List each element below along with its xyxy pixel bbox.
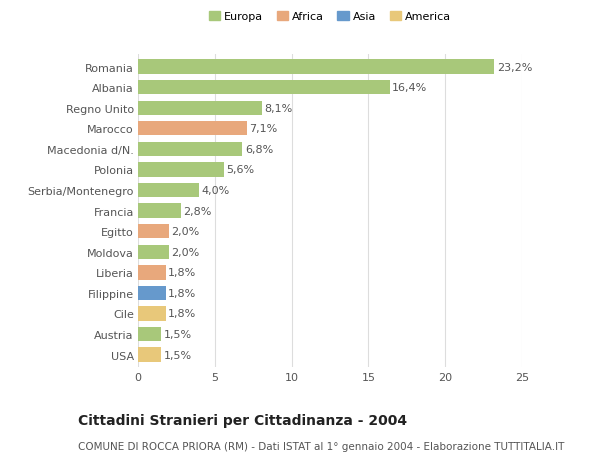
Text: 1,8%: 1,8% — [168, 309, 196, 319]
Text: 1,8%: 1,8% — [168, 288, 196, 298]
Text: 1,5%: 1,5% — [163, 350, 191, 360]
Text: 2,0%: 2,0% — [171, 227, 199, 237]
Text: 2,8%: 2,8% — [184, 206, 212, 216]
Bar — [138, 224, 169, 239]
Bar — [138, 163, 224, 177]
Text: 7,1%: 7,1% — [250, 124, 278, 134]
Bar — [138, 327, 161, 341]
Text: 1,8%: 1,8% — [168, 268, 196, 278]
Bar — [138, 307, 166, 321]
Text: 16,4%: 16,4% — [392, 83, 427, 93]
Bar — [138, 142, 242, 157]
Bar — [138, 348, 161, 362]
Bar — [138, 60, 494, 74]
Text: 6,8%: 6,8% — [245, 145, 273, 155]
Bar — [138, 122, 247, 136]
Text: 5,6%: 5,6% — [226, 165, 254, 175]
Text: 1,5%: 1,5% — [163, 330, 191, 339]
Legend: Europa, Africa, Asia, America: Europa, Africa, Asia, America — [204, 7, 456, 27]
Text: Cittadini Stranieri per Cittadinanza - 2004: Cittadini Stranieri per Cittadinanza - 2… — [78, 413, 407, 427]
Text: COMUNE DI ROCCA PRIORA (RM) - Dati ISTAT al 1° gennaio 2004 - Elaborazione TUTTI: COMUNE DI ROCCA PRIORA (RM) - Dati ISTAT… — [78, 441, 565, 451]
Text: 23,2%: 23,2% — [497, 62, 532, 73]
Text: 8,1%: 8,1% — [265, 103, 293, 113]
Bar — [138, 101, 262, 116]
Bar — [138, 286, 166, 301]
Bar — [138, 204, 181, 218]
Bar — [138, 245, 169, 259]
Text: 4,0%: 4,0% — [202, 185, 230, 196]
Bar — [138, 184, 199, 198]
Bar — [138, 266, 166, 280]
Bar — [138, 81, 390, 95]
Text: 2,0%: 2,0% — [171, 247, 199, 257]
